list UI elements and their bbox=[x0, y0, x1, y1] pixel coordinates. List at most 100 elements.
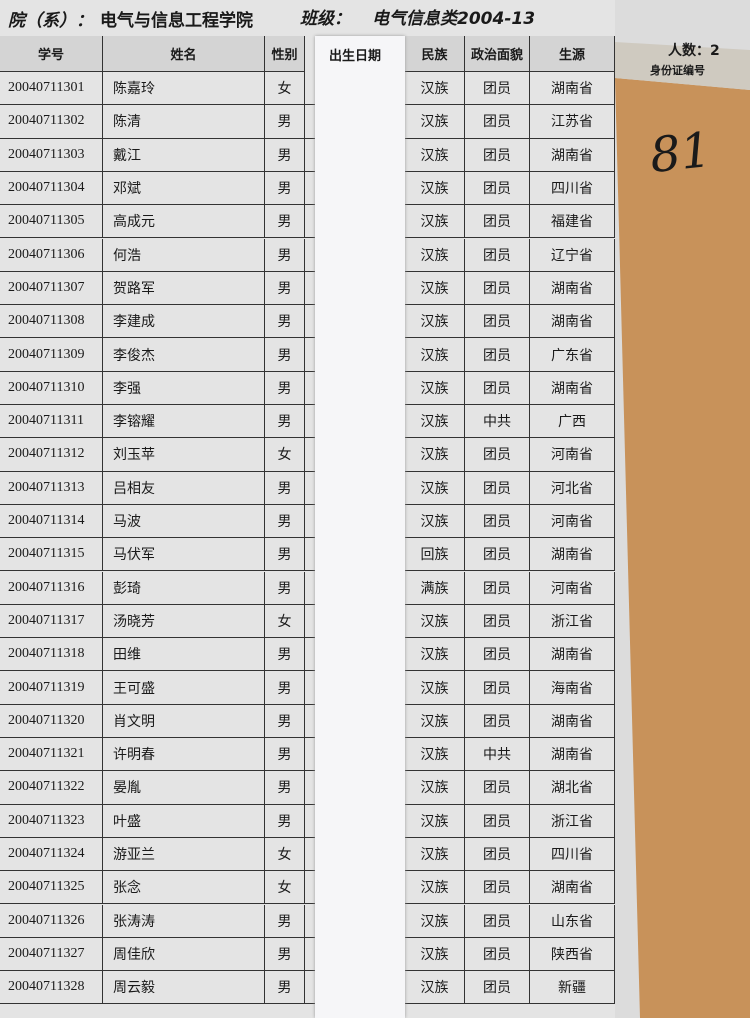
ethnicity: 汉族 bbox=[405, 338, 465, 372]
political-status: 团员 bbox=[465, 138, 530, 172]
origin: 广西 bbox=[530, 405, 615, 439]
ethnicity: 汉族 bbox=[405, 438, 465, 472]
column-header: 政治面貌 bbox=[465, 36, 530, 72]
envelope-edge bbox=[615, 42, 750, 90]
ethnicity: 汉族 bbox=[405, 305, 465, 339]
student-id: 20040711318 bbox=[0, 638, 103, 672]
political-status: 团员 bbox=[465, 338, 530, 372]
political-status: 中共 bbox=[465, 738, 530, 772]
gender: 女 bbox=[265, 604, 305, 639]
student-id: 20040711311 bbox=[0, 405, 103, 439]
student-id: 20040711308 bbox=[0, 305, 103, 339]
political-status: 团员 bbox=[465, 438, 530, 472]
origin: 山东省 bbox=[530, 904, 615, 938]
origin: 广东省 bbox=[530, 338, 615, 372]
ethnicity: 汉族 bbox=[405, 738, 465, 772]
gender: 男 bbox=[265, 704, 305, 738]
origin: 陕西省 bbox=[530, 937, 615, 972]
gender: 男 bbox=[265, 238, 305, 272]
gender: 男 bbox=[265, 771, 305, 805]
political-status: 团员 bbox=[465, 305, 530, 339]
ethnicity: 汉族 bbox=[405, 271, 465, 306]
gender: 男 bbox=[265, 971, 305, 1005]
student-id: 20040711316 bbox=[0, 571, 103, 605]
gender: 男 bbox=[265, 171, 305, 206]
ethnicity: 汉族 bbox=[405, 871, 465, 905]
political-status: 团员 bbox=[465, 538, 530, 572]
name: 马波 bbox=[103, 504, 265, 539]
ethnicity: 汉族 bbox=[405, 405, 465, 439]
student-id: 20040711322 bbox=[0, 771, 103, 805]
gender: 男 bbox=[265, 105, 305, 139]
political-status: 团员 bbox=[465, 471, 530, 505]
student-id: 20040711323 bbox=[0, 804, 103, 838]
student-id: 20040711307 bbox=[0, 271, 103, 306]
gender: 女 bbox=[265, 438, 305, 472]
political-status: 团员 bbox=[465, 205, 530, 239]
student-id: 20040711312 bbox=[0, 438, 103, 472]
ethnicity: 回族 bbox=[405, 538, 465, 572]
political-status: 团员 bbox=[465, 238, 530, 272]
column-header: 民族 bbox=[405, 36, 465, 72]
name: 马伏军 bbox=[103, 538, 265, 572]
gender: 男 bbox=[265, 804, 305, 838]
name: 许明春 bbox=[103, 738, 265, 772]
origin: 河南省 bbox=[530, 438, 615, 472]
ethnicity: 汉族 bbox=[405, 138, 465, 172]
name: 彭琦 bbox=[103, 571, 265, 605]
ethnicity: 汉族 bbox=[405, 171, 465, 206]
political-status: 团员 bbox=[465, 271, 530, 306]
student-id: 20040711302 bbox=[0, 105, 103, 139]
ethnicity: 汉族 bbox=[405, 238, 465, 272]
origin: 湖南省 bbox=[530, 371, 615, 405]
political-status: 团员 bbox=[465, 638, 530, 672]
student-id: 20040711315 bbox=[0, 538, 103, 572]
ethnicity: 汉族 bbox=[405, 371, 465, 405]
class-label: 班级： bbox=[300, 9, 351, 29]
student-id: 20040711319 bbox=[0, 671, 103, 705]
origin: 湖南省 bbox=[530, 638, 615, 672]
student-id: 20040711326 bbox=[0, 904, 103, 938]
gender: 女 bbox=[265, 72, 305, 106]
ethnicity: 汉族 bbox=[405, 771, 465, 805]
name: 游亚兰 bbox=[103, 837, 265, 872]
gender: 男 bbox=[265, 571, 305, 605]
ethnicity: 汉族 bbox=[405, 704, 465, 738]
ethnicity: 汉族 bbox=[405, 205, 465, 239]
student-id: 20040711304 bbox=[0, 171, 103, 206]
student-id: 20040711310 bbox=[0, 371, 103, 405]
gender: 女 bbox=[265, 871, 305, 905]
political-status: 团员 bbox=[465, 671, 530, 705]
name: 吕相友 bbox=[103, 471, 265, 505]
ethnicity: 汉族 bbox=[405, 837, 465, 872]
student-id: 20040711313 bbox=[0, 471, 103, 505]
gender: 男 bbox=[265, 738, 305, 772]
gender: 男 bbox=[265, 138, 305, 172]
origin: 湖北省 bbox=[530, 771, 615, 805]
name: 晏胤 bbox=[103, 771, 265, 805]
political-status: 团员 bbox=[465, 937, 530, 972]
name: 李建成 bbox=[103, 305, 265, 339]
origin: 湖南省 bbox=[530, 871, 615, 905]
name: 高成元 bbox=[103, 205, 265, 239]
origin: 河南省 bbox=[530, 504, 615, 539]
political-status: 团员 bbox=[465, 371, 530, 405]
political-status: 团员 bbox=[465, 72, 530, 106]
name: 贺路军 bbox=[103, 271, 265, 306]
ethnicity: 满族 bbox=[405, 571, 465, 605]
student-id: 20040711301 bbox=[0, 72, 103, 106]
origin: 湖南省 bbox=[530, 538, 615, 572]
origin: 河北省 bbox=[530, 471, 615, 505]
origin: 湖南省 bbox=[530, 704, 615, 738]
gender: 男 bbox=[265, 271, 305, 306]
name: 邓斌 bbox=[103, 171, 265, 206]
student-id: 20040711305 bbox=[0, 205, 103, 239]
name: 周佳欣 bbox=[103, 937, 265, 972]
political-status: 团员 bbox=[465, 837, 530, 872]
envelope-body bbox=[615, 78, 750, 1018]
student-id: 20040711317 bbox=[0, 604, 103, 639]
column-header: 姓名 bbox=[103, 36, 265, 72]
origin: 辽宁省 bbox=[530, 238, 615, 272]
student-id: 20040711320 bbox=[0, 704, 103, 738]
political-status: 中共 bbox=[465, 405, 530, 439]
